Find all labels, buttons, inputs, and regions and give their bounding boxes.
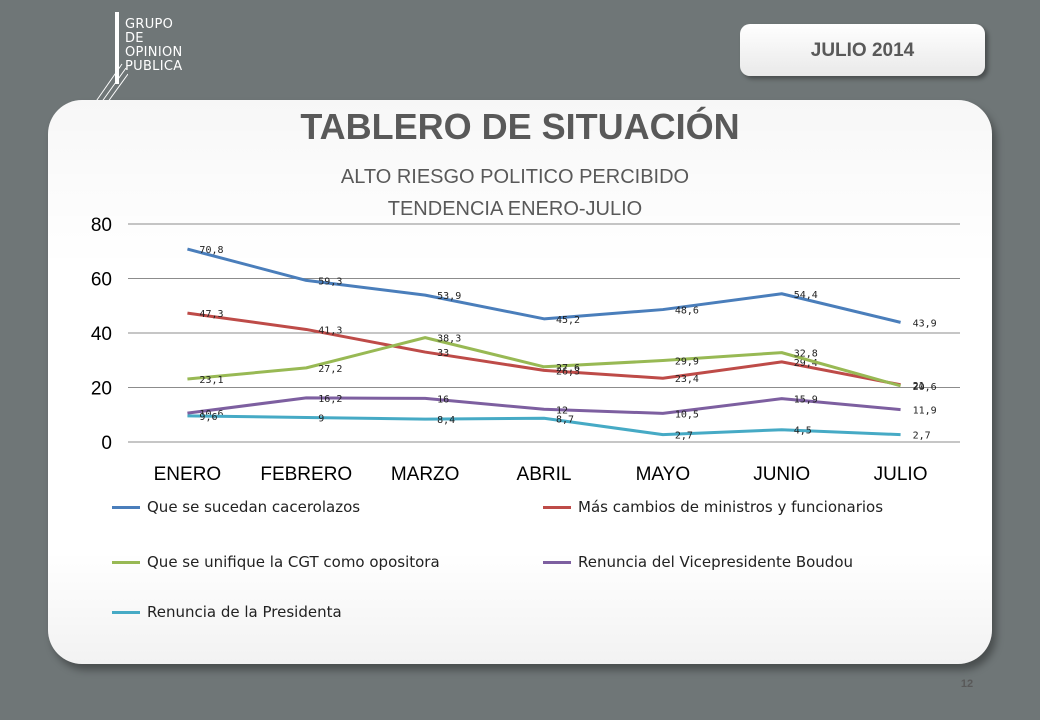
data-label: 23,1: [199, 375, 223, 386]
x-tick-label: ABRIL: [517, 464, 572, 485]
legend-label: Que se sucedan cacerolazos: [147, 498, 361, 516]
data-label: 15,9: [794, 395, 818, 406]
data-label: 9,6: [199, 412, 217, 423]
x-tick-label: ENERO: [154, 464, 222, 485]
data-label: 4,5: [794, 426, 812, 437]
chart-title-line-2: TENDENCIA ENERO-JULIO: [387, 198, 643, 220]
data-label: 32,8: [794, 349, 818, 360]
legend-swatch: [543, 506, 571, 509]
logo-line-1: GRUPO: [125, 17, 174, 32]
data-label: 47,3: [199, 309, 223, 320]
data-label: 26,3: [556, 366, 580, 377]
legend-label: Más cambios de ministros y funcionarios: [578, 498, 884, 516]
logo-line-4: PUBLICA: [125, 59, 183, 74]
data-label: 9: [318, 413, 324, 424]
logo-text: GRUPO DE OPINION PUBLICA: [125, 18, 183, 74]
x-tick-label: JULIO: [874, 464, 928, 485]
series-line: [187, 336, 901, 388]
data-label: 11,9: [913, 406, 937, 417]
y-tick-label: 80: [91, 215, 112, 236]
logo-line-2: DE: [125, 31, 144, 46]
logo-line-3: OPINION: [125, 45, 183, 60]
data-label: 29,9: [675, 357, 699, 368]
legend-label: Que se unifique la CGT como opositora: [147, 553, 440, 571]
series-line: [187, 247, 901, 324]
data-label: 12: [556, 405, 568, 416]
y-tick-label: 0: [101, 433, 112, 454]
data-label: 2,7: [675, 431, 693, 442]
data-label: 43,9: [913, 318, 937, 329]
data-label: 54,4: [794, 290, 818, 301]
date-tab: JULIO 2014: [740, 24, 985, 76]
data-label: 45,2: [556, 315, 580, 326]
legend-swatch: [112, 561, 140, 564]
date-label: JULIO 2014: [810, 40, 915, 61]
data-label: 59,3: [318, 276, 342, 287]
data-label: 2,7: [913, 431, 931, 442]
data-label: 8,4: [437, 415, 455, 426]
data-label: 21: [913, 381, 925, 392]
legend-label: Renuncia de la Presidenta: [147, 603, 342, 621]
data-label: 10,5: [675, 409, 699, 420]
x-tick-label: JUNIO: [753, 464, 810, 485]
data-label: 70,8: [199, 245, 223, 256]
data-label: 20,6: [913, 382, 937, 393]
x-tick-label: MARZO: [391, 464, 460, 485]
legend-swatch: [112, 611, 140, 614]
logo: GRUPO DE OPINION PUBLICA: [88, 12, 218, 111]
x-tick-label: MAYO: [636, 464, 691, 485]
data-label: 10,6: [199, 409, 223, 420]
data-label: 29,4: [794, 358, 818, 369]
chart-title-line-1: ALTO RIESGO POLITICO PERCIBIDO: [340, 166, 690, 188]
y-tick-label: 20: [91, 379, 112, 400]
x-tick-label: FEBRERO: [260, 464, 352, 485]
data-label: 16: [437, 394, 449, 405]
page-number: 12: [960, 678, 974, 690]
data-label: 41,3: [318, 325, 342, 336]
series-line: [187, 396, 901, 415]
data-label: 53,9: [437, 291, 461, 302]
series-line: [187, 311, 901, 387]
page-title: TABLERO DE SITUACIÓN: [300, 106, 740, 147]
data-label: 23,4: [675, 374, 699, 385]
data-label: 27,2: [318, 364, 342, 375]
data-label: 8,7: [556, 414, 574, 425]
data-label: 33: [437, 348, 449, 359]
legend-swatch: [543, 561, 571, 564]
data-label: 48,6: [675, 306, 699, 317]
logo-bar: [115, 12, 119, 84]
legend-swatch: [112, 506, 140, 509]
y-tick-label: 60: [91, 270, 112, 291]
data-label: 38,3: [437, 334, 461, 345]
series-line: [187, 414, 901, 437]
data-label: 27,6: [556, 363, 580, 374]
y-tick-label: 40: [91, 324, 112, 345]
data-label: 16,2: [318, 394, 342, 405]
legend-label: Renuncia del Vicepresidente Boudou: [578, 553, 854, 571]
